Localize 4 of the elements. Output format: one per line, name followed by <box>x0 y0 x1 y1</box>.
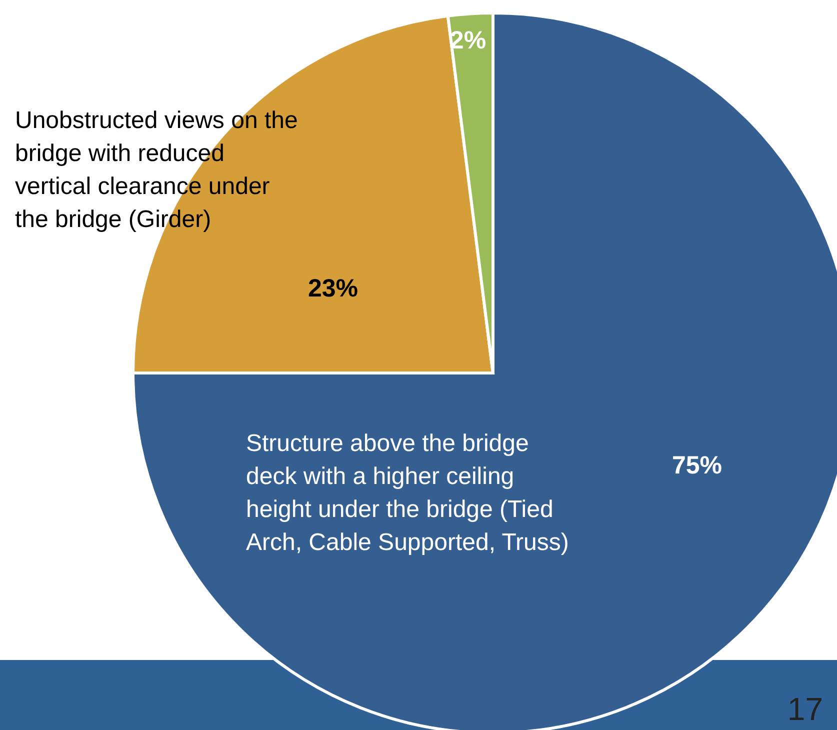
data-label: 75% <box>672 452 722 480</box>
text: 17 <box>787 691 823 728</box>
data-label: 23% <box>308 274 358 303</box>
slice-label: Structure above the bridge deck with a higher ceiling height under the bridge (Tied Arch, Cable Supported, Truss) <box>246 430 569 556</box>
